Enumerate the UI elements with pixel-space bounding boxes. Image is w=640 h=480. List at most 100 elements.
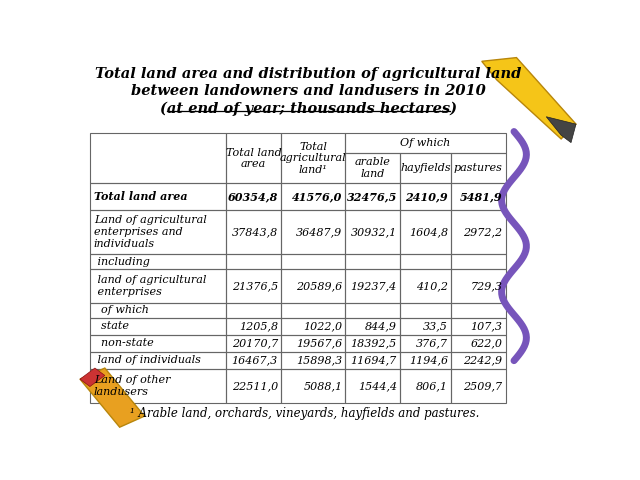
Bar <box>346 183 400 210</box>
Text: 19237,4: 19237,4 <box>351 281 397 291</box>
Bar <box>346 269 400 303</box>
Text: Of which: Of which <box>401 138 451 148</box>
Text: 376,7: 376,7 <box>416 338 448 348</box>
Bar <box>90 318 227 335</box>
Bar <box>281 303 346 318</box>
Bar <box>281 318 346 335</box>
Text: (at end of year; thousands hectares): (at end of year; thousands hectares) <box>159 102 457 116</box>
Text: 11694,7: 11694,7 <box>351 355 397 365</box>
Text: between landowners and landusers in 2010: between landowners and landusers in 2010 <box>131 84 486 98</box>
Text: 22511,0: 22511,0 <box>232 381 278 391</box>
Text: 30932,1: 30932,1 <box>351 227 397 237</box>
Text: 1544,4: 1544,4 <box>358 381 397 391</box>
Bar <box>281 183 346 210</box>
Text: 2242,9: 2242,9 <box>463 355 502 365</box>
Text: 2972,2: 2972,2 <box>463 227 502 237</box>
Bar <box>451 183 506 210</box>
Bar <box>346 254 400 269</box>
Bar <box>346 352 400 369</box>
Text: Land of agricultural
enterprises and
individuals: Land of agricultural enterprises and ind… <box>94 216 207 249</box>
Text: Land of other
landusers: Land of other landusers <box>94 375 170 397</box>
Text: land of individuals: land of individuals <box>94 355 201 365</box>
Text: 1205,8: 1205,8 <box>239 321 278 331</box>
Polygon shape <box>547 117 576 143</box>
Text: 32476,5: 32476,5 <box>347 191 397 202</box>
Text: 60354,8: 60354,8 <box>228 191 278 202</box>
Bar <box>90 335 227 352</box>
Text: 21376,5: 21376,5 <box>232 281 278 291</box>
Text: 622,0: 622,0 <box>470 338 502 348</box>
Text: 2410,9: 2410,9 <box>405 191 448 202</box>
Text: 19567,6: 19567,6 <box>296 338 342 348</box>
Bar <box>400 318 451 335</box>
Text: hayfields: hayfields <box>400 163 451 173</box>
Text: 36487,9: 36487,9 <box>296 227 342 237</box>
Text: ¹ Arable land, orchards, vineyards, hayfields and pastures.: ¹ Arable land, orchards, vineyards, hayf… <box>129 407 479 420</box>
Bar <box>281 254 346 269</box>
Text: 806,1: 806,1 <box>416 381 448 391</box>
Text: land of agricultural
 enterprises: land of agricultural enterprises <box>94 275 206 297</box>
Bar <box>346 153 400 183</box>
Polygon shape <box>80 368 145 427</box>
Text: Total land area: Total land area <box>94 191 188 202</box>
Bar <box>281 269 346 303</box>
Text: 2509,7: 2509,7 <box>463 381 502 391</box>
Text: 18392,5: 18392,5 <box>351 338 397 348</box>
Bar <box>227 335 281 352</box>
Bar <box>451 303 506 318</box>
Text: 15898,3: 15898,3 <box>296 355 342 365</box>
Text: non-state: non-state <box>94 338 154 348</box>
Bar <box>281 352 346 369</box>
Bar <box>90 183 227 210</box>
Bar <box>90 269 227 303</box>
Bar <box>90 303 227 318</box>
Polygon shape <box>482 58 576 139</box>
Text: Total land
area: Total land area <box>226 147 282 169</box>
Bar <box>451 254 506 269</box>
Bar <box>346 318 400 335</box>
Bar <box>227 352 281 369</box>
Bar <box>90 352 227 369</box>
Bar <box>227 269 281 303</box>
Text: 20589,6: 20589,6 <box>296 281 342 291</box>
Text: 1022,0: 1022,0 <box>303 321 342 331</box>
Polygon shape <box>80 368 105 386</box>
Bar <box>451 369 506 403</box>
Bar <box>346 335 400 352</box>
Bar <box>227 318 281 335</box>
Text: 5481,9: 5481,9 <box>460 191 502 202</box>
Bar <box>400 335 451 352</box>
Text: 729,3: 729,3 <box>470 281 502 291</box>
Text: 410,2: 410,2 <box>416 281 448 291</box>
Text: 20170,7: 20170,7 <box>232 338 278 348</box>
Bar <box>90 254 227 269</box>
Text: 41576,0: 41576,0 <box>292 191 342 202</box>
Bar <box>400 153 451 183</box>
Bar <box>451 269 506 303</box>
Text: 5088,1: 5088,1 <box>303 381 342 391</box>
Bar <box>346 133 506 153</box>
Text: state: state <box>94 321 129 331</box>
Bar <box>451 335 506 352</box>
Bar <box>400 352 451 369</box>
Bar <box>281 335 346 352</box>
Text: 107,3: 107,3 <box>470 321 502 331</box>
Bar <box>451 352 506 369</box>
Bar <box>227 254 281 269</box>
Bar <box>400 303 451 318</box>
Bar <box>227 183 281 210</box>
Text: 16467,3: 16467,3 <box>232 355 278 365</box>
Text: including: including <box>94 257 150 266</box>
Bar <box>400 183 451 210</box>
Bar <box>346 369 400 403</box>
Bar <box>227 303 281 318</box>
Bar <box>346 303 400 318</box>
Bar <box>90 369 227 403</box>
Text: 37843,8: 37843,8 <box>232 227 278 237</box>
Text: Total
agricultural
land¹: Total agricultural land¹ <box>280 142 346 175</box>
Text: Total land area and distribution of agricultural land: Total land area and distribution of agri… <box>95 67 522 81</box>
Bar <box>400 254 451 269</box>
Text: pastures: pastures <box>454 163 503 173</box>
Bar <box>400 269 451 303</box>
Bar <box>451 153 506 183</box>
